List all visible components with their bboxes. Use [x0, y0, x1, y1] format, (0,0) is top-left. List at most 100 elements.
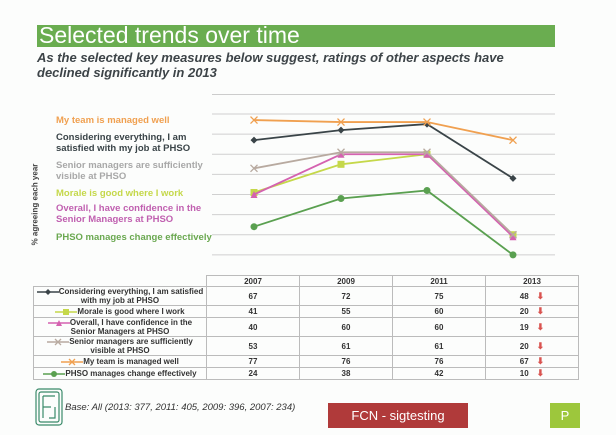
data-point	[337, 126, 345, 134]
cell-value: 60	[341, 322, 351, 332]
cell-value: 20	[519, 341, 529, 351]
table-cell: 38	[299, 367, 393, 380]
cell-value: 67	[248, 291, 258, 301]
cell-value: 75	[434, 291, 444, 301]
row-label: My team is managed well	[33, 355, 207, 368]
table-cell: 42	[392, 367, 486, 380]
data-point	[55, 319, 62, 326]
row-label-text: PHSO manages change effectively	[65, 369, 197, 378]
table-cell: 67 ⬇	[485, 355, 579, 368]
p-button[interactable]: P	[550, 403, 580, 428]
cell-value: 41	[248, 307, 258, 316]
table-cell: 41	[206, 305, 300, 318]
row-label: Overall, I have confidence in the Senior…	[33, 317, 207, 337]
data-point	[509, 174, 517, 182]
cell-value: 72	[341, 291, 351, 301]
row-label: Senior managers are sufficiently visible…	[33, 336, 207, 356]
row-label: Morale is good where I work	[33, 305, 207, 318]
table-cell: 20 ⬇	[485, 305, 579, 318]
cell-value: 76	[434, 357, 444, 366]
cell-value: 24	[248, 369, 258, 378]
data-point	[509, 233, 517, 241]
table-cell: 72	[299, 286, 393, 306]
table-cell: 20 ⬇	[485, 336, 579, 356]
data-point	[337, 150, 345, 158]
table-cell: 60	[299, 317, 393, 337]
cell-value: 61	[341, 341, 351, 351]
legend-item: Overall, I have confidence in the Senior…	[56, 203, 202, 225]
table-cell: 76	[392, 355, 486, 368]
cell-value: 60	[434, 307, 444, 316]
data-point	[423, 150, 431, 158]
data-table: 2007 2009 2011 2013 Considering everything,…	[33, 275, 579, 380]
series-line	[250, 150, 517, 241]
data-point	[68, 358, 76, 366]
data-point	[423, 118, 431, 127]
table-corner	[34, 276, 207, 287]
table-cell: 61	[299, 336, 393, 356]
data-point	[44, 288, 51, 295]
down-arrow-icon: ⬇	[536, 306, 545, 316]
data-point	[54, 338, 62, 346]
data-point	[509, 251, 517, 259]
table-row: Senior managers are sufficiently visible…	[33, 336, 579, 356]
down-arrow-icon: ⬇	[536, 340, 545, 351]
series-line	[250, 116, 517, 145]
line-chart	[212, 113, 555, 259]
series-line	[250, 186, 517, 259]
row-label-text: Morale is good where I work	[77, 307, 185, 316]
down-arrow-icon: ⬇	[536, 356, 545, 366]
table-row: PHSO manages change effectively 24 38 42 10 ⬇	[33, 367, 579, 380]
column-header: 2011	[392, 275, 486, 287]
table-row: My team is managed well 77 76 76 67 ⬇	[33, 355, 579, 368]
data-point	[509, 230, 517, 239]
legend-item: PHSO manages change effectively	[56, 232, 212, 243]
row-label-text: Senior managers are sufficiently visible…	[69, 337, 193, 355]
cell-value: 53	[248, 341, 258, 351]
table-row: Considering everything, I am satisfied w…	[33, 286, 579, 306]
table-row: Morale is good where I work 41 55 60 20 ⬇	[33, 305, 579, 318]
down-arrow-icon: ⬇	[536, 321, 545, 332]
data-point	[337, 148, 345, 157]
legend-item: Considering everything, I am satisfied w…	[56, 132, 191, 154]
data-point	[337, 160, 345, 168]
table-cell: 19 ⬇	[485, 317, 579, 337]
table-cell: 55	[299, 305, 393, 318]
cell-value: 48	[519, 291, 529, 301]
table-cell: 77	[206, 355, 300, 368]
cell-value: 77	[248, 357, 258, 366]
data-point	[337, 118, 345, 127]
divider	[212, 94, 555, 95]
down-arrow-icon: ⬇	[536, 368, 545, 378]
down-arrow-icon: ⬇	[536, 290, 545, 301]
cell-value: 76	[341, 357, 351, 366]
legend-item: Morale is good where I work	[56, 188, 184, 199]
row-label-text: My team is managed well	[83, 357, 179, 366]
data-point	[63, 308, 70, 315]
fcn-sigtesting-button[interactable]: FCN - sigtesting	[328, 403, 468, 428]
series-path	[253, 119, 514, 142]
cell-value: 38	[341, 369, 351, 378]
row-label-text: Overall, I have confidence in the Senior…	[69, 318, 193, 336]
data-point	[509, 136, 517, 145]
row-label-text: Considering everything, I am satisfied w…	[58, 287, 204, 305]
legend-swatch-icon	[47, 319, 70, 326]
legend-swatch-icon	[36, 288, 59, 295]
row-label: PHSO manages change effectively	[33, 367, 207, 380]
cell-value: 19	[519, 322, 529, 332]
data-point	[250, 116, 258, 124]
logo-icon	[35, 388, 63, 426]
column-header: 2007	[206, 275, 300, 287]
cell-value: 20	[519, 307, 529, 316]
data-point	[423, 148, 431, 157]
row-label: Considering everything, I am satisfied w…	[33, 286, 207, 306]
table-cell: 76	[299, 355, 393, 368]
table-row: Overall, I have confidence in the Senior…	[33, 317, 579, 337]
cell-value: 60	[434, 322, 444, 332]
table-cell: 61	[392, 336, 486, 356]
subtitle: As the selected key measures below sugge…	[37, 50, 504, 80]
legend-item: My team is managed well	[56, 115, 170, 126]
cell-value: 40	[248, 322, 258, 332]
cell-value: 10	[519, 369, 529, 378]
